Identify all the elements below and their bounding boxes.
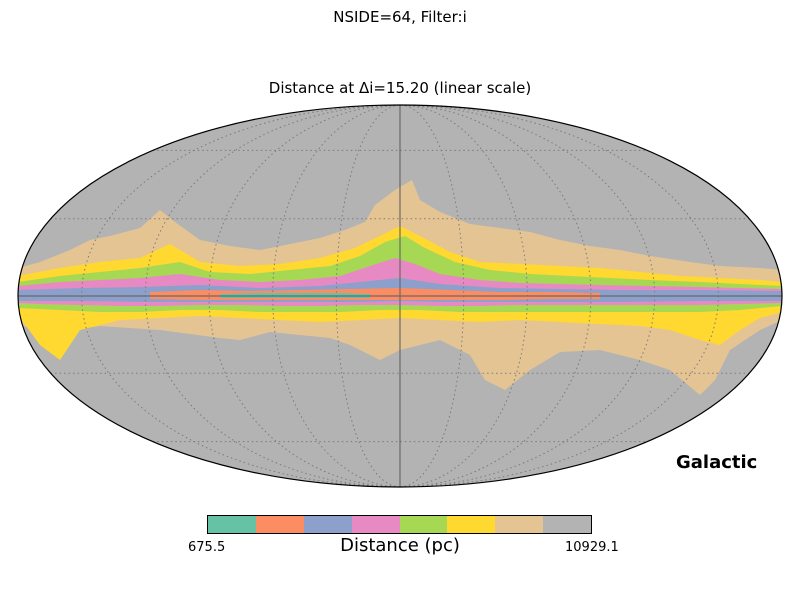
figure-suptitle: NSIDE=64, Filter:i (333, 8, 467, 26)
colorbar-segment-1 (255, 516, 304, 533)
colorbar-segment-5 (447, 516, 496, 533)
colorbar-segment-2 (303, 516, 352, 533)
colorbar-segment-3 (351, 516, 400, 533)
colorbar-segment-4 (399, 516, 448, 533)
colorbar-max-label: 10929.1 (565, 540, 619, 555)
map-boundary (17, 104, 783, 488)
colorbar-segment-0 (208, 516, 256, 533)
colorbar-segment-7 (543, 516, 591, 533)
map-title: Distance at Δi=15.20 (linear scale) (268, 79, 532, 97)
colorbar-min-label: 675.5 (188, 540, 226, 555)
colorbar (207, 515, 592, 534)
colorbar-segment-6 (495, 516, 544, 533)
colorbar-label: Distance (pc) (340, 535, 460, 556)
coordinate-system-label: Galactic (676, 452, 758, 473)
